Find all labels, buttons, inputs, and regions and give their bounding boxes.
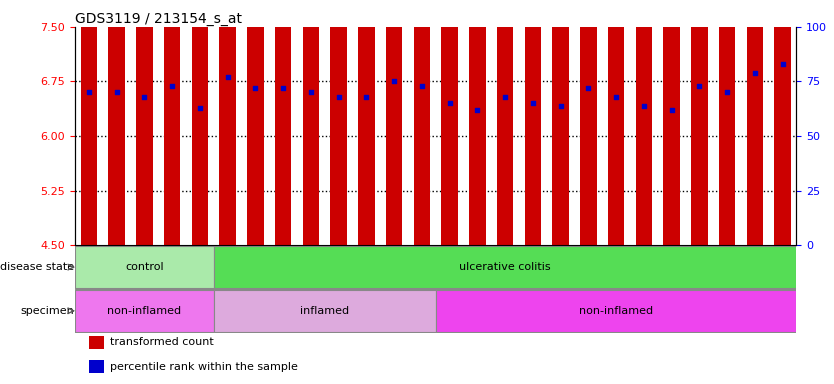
Bar xyxy=(275,0,291,245)
Bar xyxy=(89,336,104,349)
Point xyxy=(83,89,96,96)
Point xyxy=(693,83,706,89)
Bar xyxy=(163,0,180,245)
Bar xyxy=(525,0,541,245)
Bar xyxy=(774,0,791,245)
Bar xyxy=(358,0,374,245)
Bar xyxy=(219,0,236,245)
Bar xyxy=(136,0,153,245)
Point xyxy=(610,94,623,100)
Text: non-inflamed: non-inflamed xyxy=(108,306,182,316)
Bar xyxy=(691,0,708,245)
Bar xyxy=(663,0,680,245)
Point xyxy=(110,89,123,96)
Text: GDS3119 / 213154_s_at: GDS3119 / 213154_s_at xyxy=(75,12,242,26)
Text: non-inflamed: non-inflamed xyxy=(579,306,653,316)
Bar xyxy=(81,0,98,245)
Point xyxy=(443,100,456,106)
Point xyxy=(470,107,484,113)
Point xyxy=(665,107,678,113)
Bar xyxy=(214,246,796,288)
Point xyxy=(221,74,234,80)
Point xyxy=(554,103,567,109)
Bar xyxy=(386,0,403,245)
Point xyxy=(748,70,761,76)
Point xyxy=(332,94,345,100)
Bar xyxy=(441,0,458,245)
Point xyxy=(277,85,290,91)
Bar xyxy=(89,360,104,373)
Point xyxy=(637,103,651,109)
Text: ulcerative colitis: ulcerative colitis xyxy=(460,262,551,272)
Bar xyxy=(580,0,596,245)
Bar xyxy=(192,0,208,245)
Point xyxy=(581,85,595,91)
Point xyxy=(388,78,401,84)
Text: transformed count: transformed count xyxy=(110,337,214,347)
Bar xyxy=(108,0,125,245)
Text: disease state: disease state xyxy=(0,262,74,272)
Bar xyxy=(719,0,736,245)
Point xyxy=(721,89,734,96)
Point xyxy=(304,89,318,96)
Bar xyxy=(330,0,347,245)
Bar xyxy=(247,0,264,245)
Bar xyxy=(75,246,214,288)
Bar xyxy=(75,290,214,332)
Text: percentile rank within the sample: percentile rank within the sample xyxy=(110,362,298,372)
Point xyxy=(193,104,207,111)
Point xyxy=(138,94,151,100)
Bar xyxy=(497,0,514,245)
Point xyxy=(776,61,789,67)
Point xyxy=(499,94,512,100)
Text: inflamed: inflamed xyxy=(300,306,349,316)
Bar xyxy=(303,0,319,245)
Bar xyxy=(636,0,652,245)
Point xyxy=(359,94,373,100)
Point xyxy=(165,83,178,89)
Bar xyxy=(414,0,430,245)
Bar xyxy=(214,290,435,332)
Text: control: control xyxy=(125,262,163,272)
Bar xyxy=(469,0,485,245)
Point xyxy=(415,83,429,89)
Bar xyxy=(608,0,625,245)
Bar xyxy=(435,290,796,332)
Point xyxy=(526,100,540,106)
Point xyxy=(249,85,262,91)
Text: specimen: specimen xyxy=(21,306,74,316)
Bar xyxy=(746,0,763,245)
Bar xyxy=(552,0,569,245)
